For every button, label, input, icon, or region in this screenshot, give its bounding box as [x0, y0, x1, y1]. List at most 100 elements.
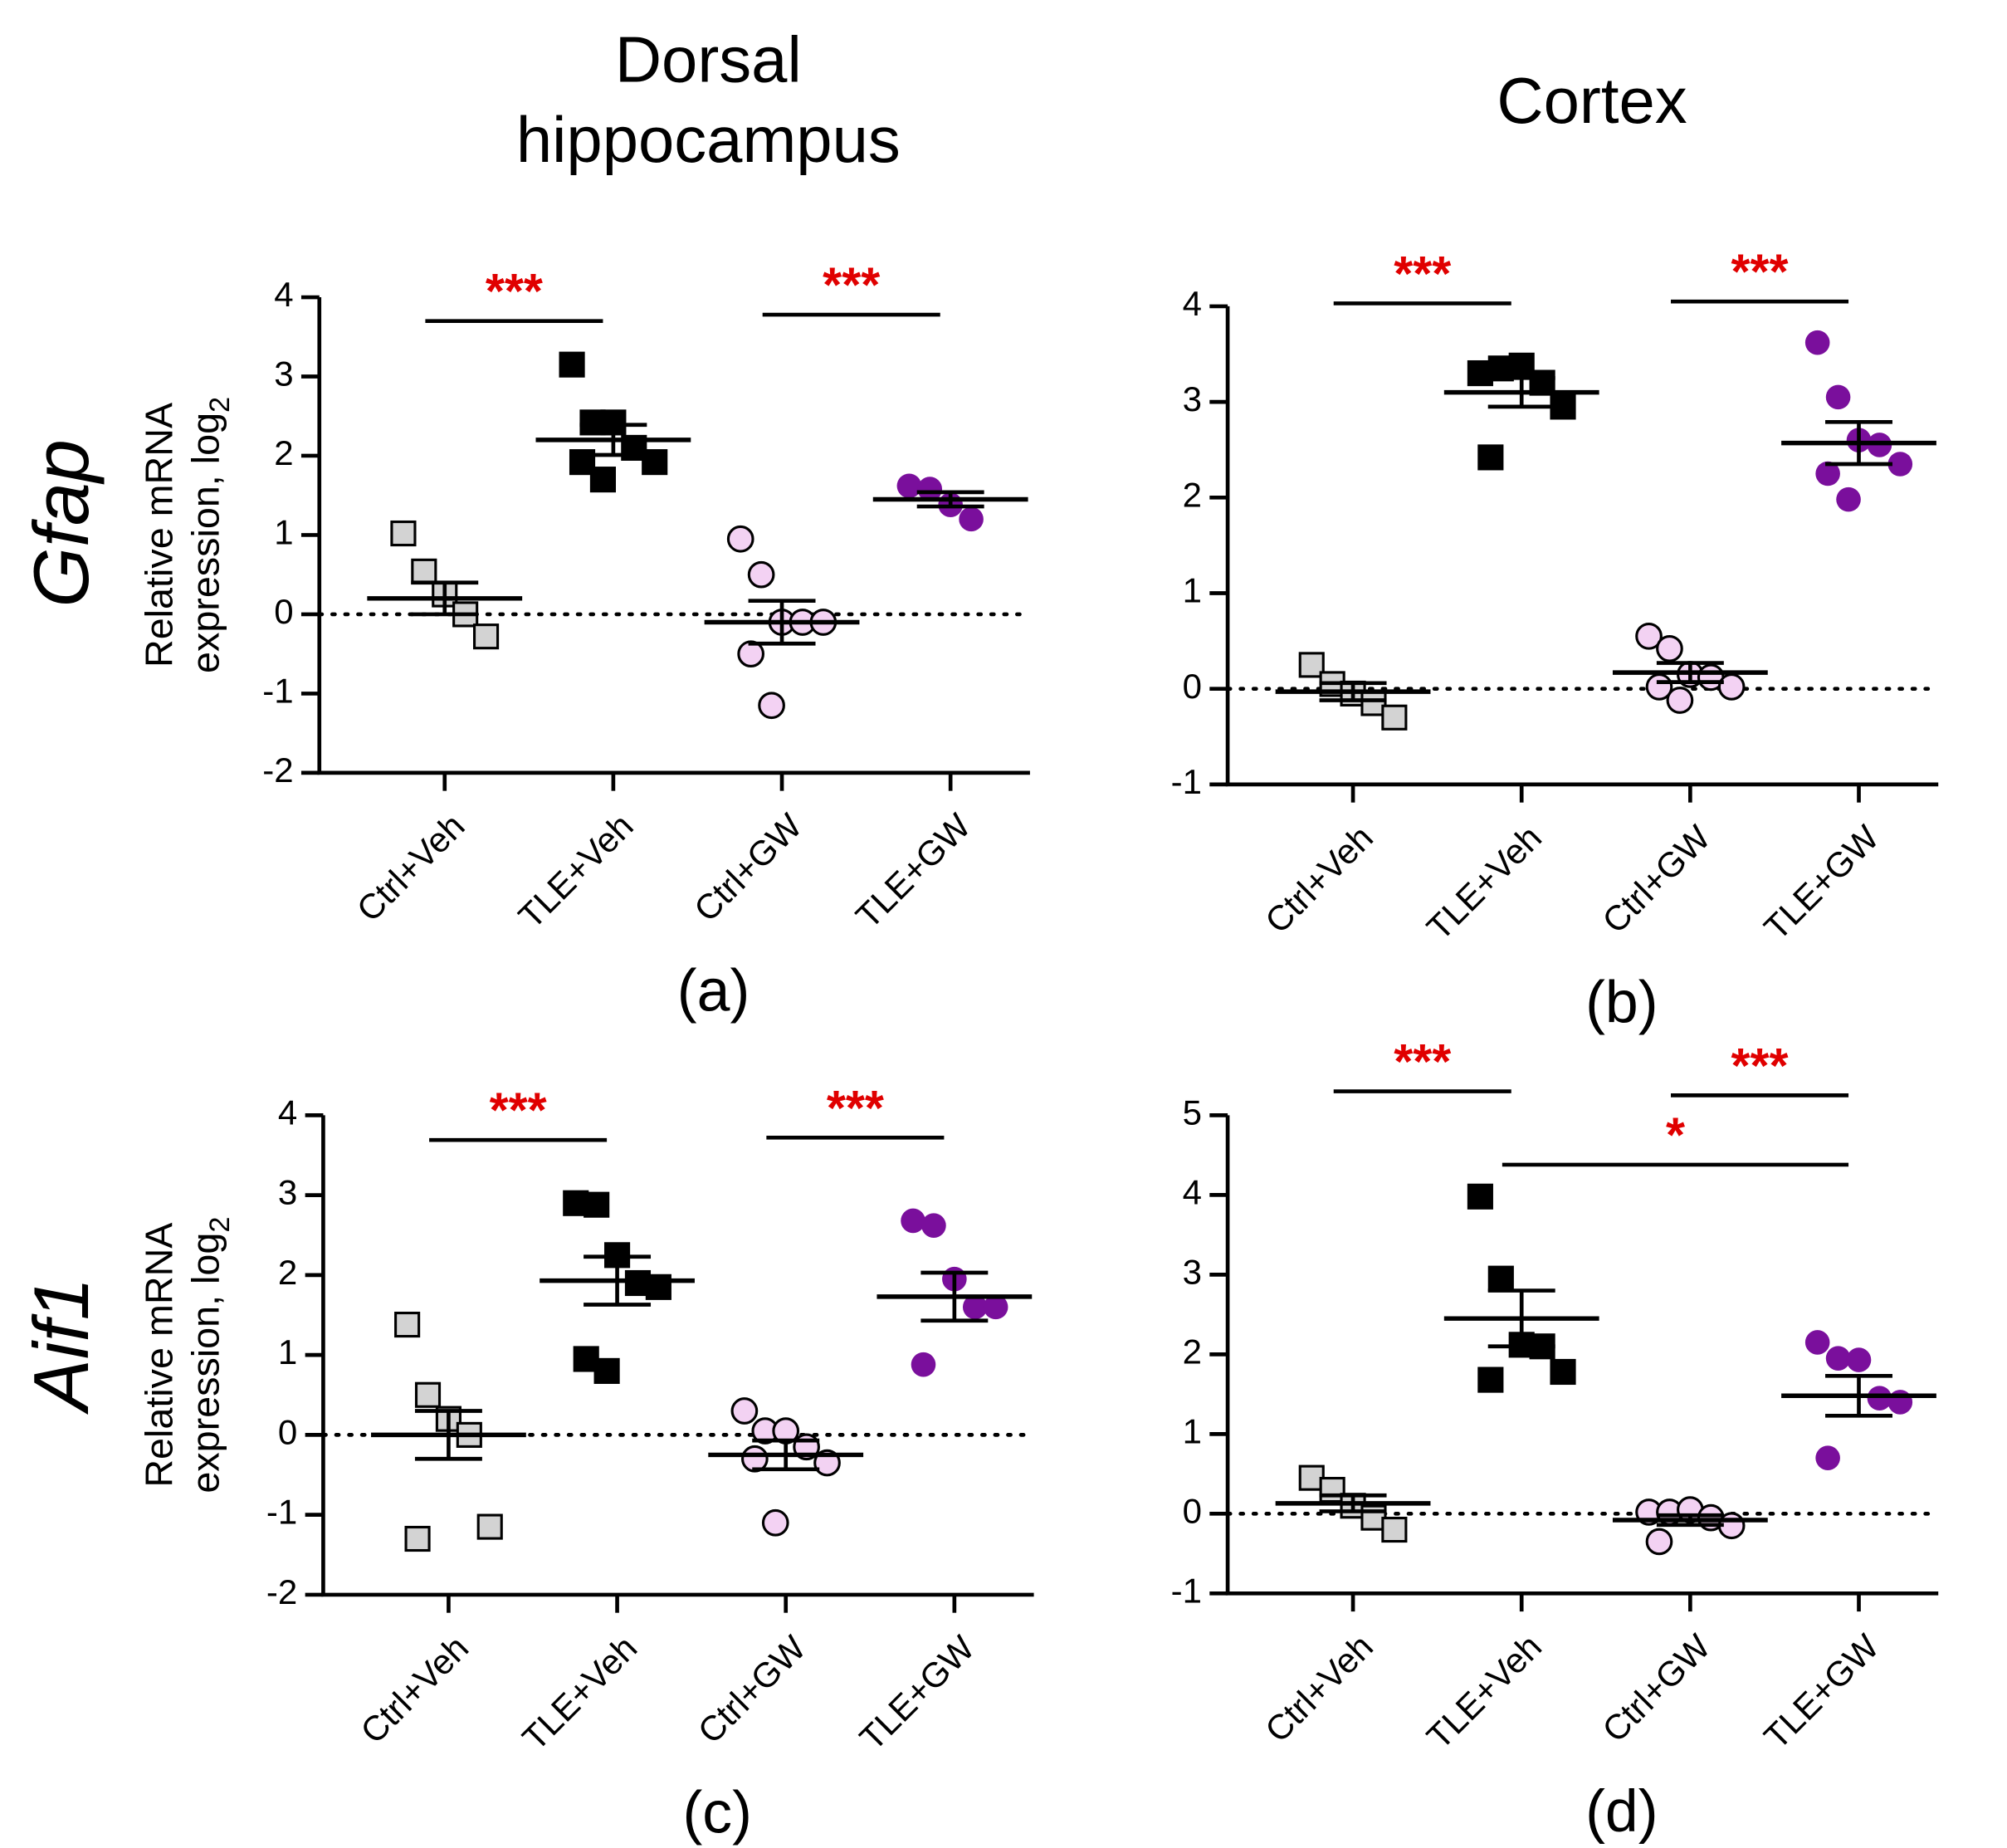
data-point [1477, 444, 1504, 471]
significance-stars: *** [1731, 244, 1789, 300]
panel: -2 -1 0 1 2 3 4 Ctrl+Veh TLE+Veh Ctrl+GW TLE+GW Rel… [137, 1080, 1036, 1846]
panel-label: (c) [682, 1780, 751, 1846]
data-point [911, 1352, 936, 1377]
data-point [593, 1357, 620, 1384]
data-point [1815, 1445, 1840, 1470]
y-axis-label: Relative mRNA [137, 1222, 180, 1488]
data-point [983, 1294, 1008, 1320]
y-tick-label: 1 [1183, 1411, 1202, 1450]
x-tick-label: Ctrl+GW [1594, 1626, 1717, 1749]
data-point [1298, 1464, 1325, 1491]
data-point [559, 351, 585, 378]
data-point [563, 1190, 589, 1216]
y-axis-label: expression, log2 [183, 1217, 235, 1494]
data-point [1298, 652, 1325, 678]
data-point [1381, 1516, 1408, 1543]
data-point [1656, 634, 1683, 662]
significance-stars: *** [827, 1080, 884, 1136]
data-point [1887, 452, 1913, 477]
data-point [921, 1213, 946, 1238]
significance-stars: *** [490, 1083, 547, 1138]
data-point [1717, 673, 1746, 701]
y-axis-label-text: expression, log [183, 413, 227, 673]
x-tick-label: TLE+Veh [1419, 1626, 1549, 1756]
significance-stars: * [1666, 1107, 1685, 1162]
x-tick-label: TLE+GW [1756, 1626, 1886, 1756]
data-point [1804, 1330, 1830, 1355]
data-point [589, 467, 617, 493]
data-point [584, 1191, 610, 1218]
data-point [1381, 704, 1408, 731]
data-point [476, 1513, 503, 1540]
y-tick-label: 5 [1183, 1093, 1202, 1132]
panel: -1 0 1 2 3 4 Ctrl+Veh TLE+Veh Ctrl+GW TLE+GW *** **… [1171, 244, 1941, 1036]
y-axis-label-text: Relative mRNA [137, 1222, 180, 1488]
y-tick-label: 2 [1183, 1332, 1202, 1371]
data-point [1825, 384, 1851, 410]
y-tick-label: 4 [278, 1093, 297, 1132]
y-tick-label: -1 [262, 671, 293, 710]
y-tick-label: 0 [278, 1412, 297, 1451]
data-point [726, 525, 754, 553]
x-tick-label: TLE+Veh [1419, 818, 1549, 947]
data-point [404, 1525, 431, 1552]
y-tick-label: 3 [1183, 379, 1202, 418]
data-point [737, 640, 765, 668]
x-tick-label: Ctrl+Veh [1257, 1626, 1380, 1749]
y-tick-label: 4 [1183, 1172, 1202, 1211]
data-point [758, 692, 785, 720]
y-tick-label: 2 [274, 433, 293, 472]
data-point [472, 623, 500, 650]
y-axis-label: Relative mRNA [137, 402, 180, 667]
data-point [1635, 622, 1663, 650]
y-tick-label: -1 [1171, 762, 1202, 801]
y-tick-label: 3 [1183, 1252, 1202, 1291]
y-tick-label: 3 [274, 354, 293, 394]
column-title: Dorsal [615, 24, 802, 95]
data-point [394, 1311, 421, 1338]
panel: -2 -1 0 1 2 3 4 Ctrl+Veh TLE+Veh Ctrl+GW TLE+GW Rel… [137, 257, 1033, 1024]
row-label: Gfap [17, 439, 105, 607]
data-point [1867, 1386, 1892, 1410]
x-tick-label: Ctrl+Veh [353, 1628, 476, 1751]
y-tick-label: -1 [1171, 1571, 1202, 1610]
data-point [1825, 1346, 1851, 1371]
y-tick-label: 4 [1183, 284, 1202, 323]
x-tick-label: Ctrl+Veh [349, 806, 472, 929]
y-tick-label: 1 [274, 513, 293, 552]
data-point [1645, 1528, 1673, 1556]
y-tick-label: -1 [266, 1493, 297, 1532]
data-point [959, 506, 984, 532]
y-tick-label: 0 [1183, 1491, 1202, 1530]
y-axis-label-subscript: 2 [204, 397, 236, 413]
y-axis-label-subscript: 2 [204, 1217, 236, 1233]
data-point [1477, 1366, 1504, 1393]
data-point [1467, 1183, 1493, 1210]
x-tick-label: TLE+Veh [515, 1628, 644, 1758]
significance-stars: *** [486, 263, 543, 319]
x-tick-label: Ctrl+GW [691, 1628, 813, 1751]
x-tick-label: TLE+Veh [510, 806, 640, 936]
y-tick-label: 4 [274, 275, 293, 314]
data-point [1846, 1347, 1872, 1372]
data-point [962, 1294, 988, 1320]
y-axis-label-text: Relative mRNA [137, 402, 180, 667]
data-point [1836, 486, 1861, 512]
data-point [896, 473, 922, 499]
column-title: Cortex [1497, 66, 1687, 137]
data-point [411, 558, 437, 584]
significance-stars: *** [1731, 1038, 1789, 1093]
y-tick-label: 2 [1183, 475, 1202, 514]
x-tick-label: TLE+GW [848, 806, 978, 936]
y-tick-label: 2 [278, 1253, 297, 1292]
data-point [730, 1397, 759, 1425]
y-tick-label: -2 [266, 1572, 297, 1611]
data-point [1666, 687, 1694, 714]
data-point [414, 1381, 442, 1408]
significance-stars: *** [1394, 1034, 1451, 1089]
y-tick-label: -2 [262, 750, 293, 790]
data-point [761, 1508, 789, 1537]
x-tick-label: Ctrl+Veh [1257, 818, 1380, 941]
